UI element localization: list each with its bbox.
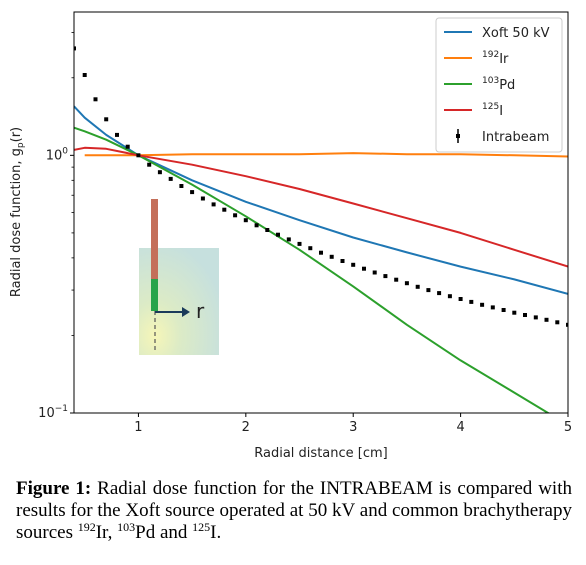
- data-point-intrabeam: [136, 153, 141, 158]
- data-point-intrabeam: [437, 291, 442, 296]
- data-point-intrabeam: [533, 315, 538, 320]
- data-point-intrabeam: [351, 262, 356, 267]
- x-tick-label: 5: [564, 420, 572, 435]
- data-point-intrabeam: [308, 246, 313, 251]
- data-point-intrabeam: [362, 266, 366, 271]
- series-line-xoft-50-kv: [74, 105, 568, 295]
- data-point-intrabeam: [104, 117, 109, 122]
- caption-text: Radial dose function for the INTRABEAM i…: [16, 478, 572, 543]
- y-axis: 100 10−1: [38, 32, 74, 421]
- data-point-intrabeam: [82, 73, 87, 77]
- data-point-intrabeam: [523, 313, 527, 317]
- data-point-intrabeam: [394, 277, 399, 282]
- data-point-intrabeam: [329, 254, 334, 259]
- caption-sup-pd: 103: [117, 520, 136, 534]
- data-point-intrabeam: [276, 232, 280, 237]
- data-point-intrabeam: [512, 310, 517, 315]
- caption-sup-ir: 192: [77, 520, 96, 534]
- source-schematic-inset: r: [139, 199, 219, 355]
- data-point-intrabeam: [555, 320, 560, 325]
- data-point-intrabeam: [426, 288, 431, 293]
- data-point-intrabeam: [297, 241, 302, 246]
- y-axis-label-tail: (r): [9, 127, 24, 143]
- caption-sup-i: 125: [192, 520, 211, 534]
- data-point-intrabeam: [458, 297, 463, 301]
- caption-label: Figure 1:: [16, 478, 92, 499]
- data-point-intrabeam: [74, 46, 76, 51]
- data-point-intrabeam: [286, 237, 291, 242]
- data-point-intrabeam: [415, 284, 420, 289]
- x-axis: 1 2 3 4 5: [134, 413, 572, 435]
- radial-arrow-label: r: [196, 299, 205, 323]
- legend: Xoft 50 kV 192Ir 103Pd 125I Intrabeam: [435, 17, 563, 153]
- legend-box: [435, 17, 563, 153]
- series-line-125i: [74, 146, 568, 268]
- data-point-intrabeam: [383, 274, 388, 279]
- caption-element-pd: Pd and: [135, 522, 188, 543]
- radial-dose-chart: r 1 2 3 4 5 100 10−1 Radial distance [cm] Rad…: [9, 11, 572, 461]
- data-point-intrabeam: [125, 144, 130, 149]
- data-point-intrabeam: [211, 202, 216, 207]
- data-point-intrabeam: [168, 176, 173, 181]
- figure-caption: Figure 1: Radial dose function for the I…: [16, 478, 572, 544]
- data-point-intrabeam: [469, 299, 474, 304]
- data-point-intrabeam: [265, 228, 270, 232]
- data-point-intrabeam: [147, 162, 152, 167]
- series-line-103pd: [74, 126, 551, 413]
- data-point-intrabeam: [340, 259, 345, 263]
- data-point-intrabeam: [372, 270, 377, 275]
- data-point-intrabeam: [179, 184, 184, 188]
- data-point-intrabeam: [480, 302, 485, 307]
- legend-label-125i: 125I: [482, 102, 503, 119]
- data-point-intrabeam: [243, 218, 248, 223]
- legend-label-103pd: 103Pd: [482, 76, 515, 93]
- series-line-192ir: [84, 152, 568, 158]
- data-point-intrabeam: [190, 190, 195, 195]
- data-point-intrabeam: [566, 322, 568, 327]
- data-point-intrabeam: [254, 223, 259, 228]
- caption-element-ir: Ir,: [95, 522, 113, 543]
- x-axis-label: Radial distance [cm]: [254, 446, 387, 461]
- data-point-intrabeam: [93, 97, 98, 102]
- data-point-intrabeam: [319, 250, 323, 255]
- radial-arrowhead: [182, 307, 190, 317]
- data-point-intrabeam: [157, 170, 162, 175]
- y-axis-label: Radial dose function, gp(r): [9, 127, 26, 297]
- source-applicator-rod: [151, 199, 158, 279]
- y-tick-label: 100: [46, 146, 69, 163]
- x-tick-label: 4: [456, 420, 464, 435]
- legend-label-192ir: 192Ir: [482, 50, 509, 67]
- data-point-intrabeam: [222, 207, 227, 212]
- data-point-intrabeam: [404, 281, 409, 286]
- data-point-intrabeam: [490, 305, 495, 310]
- x-tick-label: 1: [134, 420, 142, 435]
- data-point-intrabeam: [447, 294, 452, 299]
- caption-element-i: I.: [210, 522, 222, 543]
- x-tick-label: 3: [349, 420, 357, 435]
- data-point-intrabeam: [501, 308, 506, 312]
- legend-label-intrabeam: Intrabeam: [482, 130, 549, 145]
- y-axis-label-subscript: p: [16, 142, 26, 148]
- data-point-intrabeam: [115, 132, 119, 137]
- x-tick-label: 2: [242, 420, 250, 435]
- data-point-intrabeam: [200, 196, 205, 201]
- y-tick-label: 10−1: [38, 404, 68, 421]
- data-point-intrabeam: [544, 317, 549, 322]
- legend-label-xoft-50-kv: Xoft 50 kV: [482, 26, 550, 41]
- data-point-intrabeam: [233, 213, 238, 218]
- source-active-tip: [151, 279, 158, 311]
- legend-swatch-marker: [456, 134, 460, 138]
